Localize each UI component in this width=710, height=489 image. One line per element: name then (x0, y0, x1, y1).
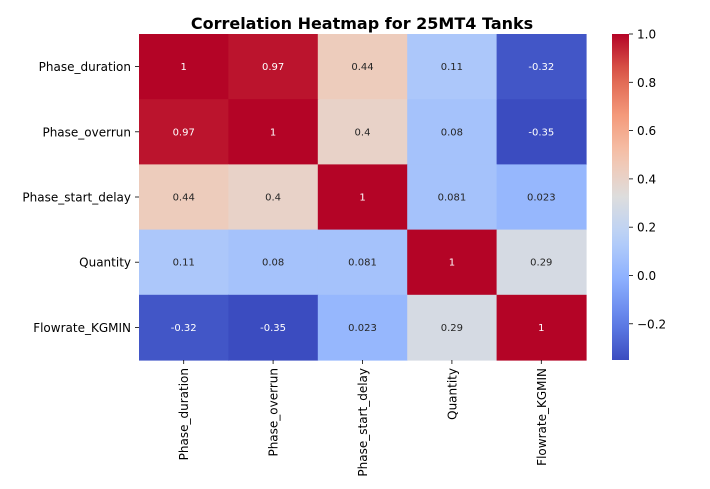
heatmap-cell (228, 229, 319, 296)
cell-annotation: 0.29 (441, 323, 463, 334)
heatmap-cell (496, 229, 587, 296)
cell-annotation: 0.11 (173, 258, 195, 269)
column-label: Phase_overrun (267, 368, 281, 457)
column-label: Phase_start_delay (356, 368, 370, 477)
column-label: Quantity (445, 368, 459, 420)
column-label: Phase_duration (177, 368, 191, 460)
cell-annotation: 0.023 (527, 193, 556, 204)
cell-annotation: 1 (181, 62, 187, 73)
cell-annotation: 0.081 (438, 193, 467, 204)
row-labels: Phase_duration Phase_overrun Phase_start_d… (22, 60, 139, 335)
cell-annotation: 0.08 (441, 127, 463, 138)
heatmap-cell (228, 34, 319, 100)
cell-annotation: 1 (538, 323, 544, 334)
colorbar-tick-label: 1.0 (637, 28, 656, 42)
heatmap-cell (139, 294, 229, 361)
heatmap-cell (317, 34, 408, 100)
colorbar-tick-label: 0.6 (637, 124, 656, 138)
cell-annotation: -0.32 (171, 323, 197, 334)
chart-title: Correlation Heatmap for 25MT4 Tanks (191, 14, 533, 33)
cell-annotation: 1 (449, 258, 455, 269)
cell-annotation: 0.11 (441, 62, 463, 73)
row-label: Phase_overrun (42, 125, 131, 139)
heatmap-cell (228, 294, 319, 361)
heatmap-cell (317, 229, 408, 296)
cell-annotation: 1 (270, 127, 276, 138)
cell-annotation: 0.4 (355, 127, 371, 138)
colorbar-tick-label: 0.4 (637, 172, 656, 186)
heatmap-cell (407, 294, 498, 361)
cell-annotation: 1 (359, 193, 365, 204)
heatmap-cell (496, 164, 587, 231)
heatmap-cell (407, 164, 498, 231)
colorbar-tick-label: 0.0 (637, 269, 656, 283)
cell-annotation: -0.35 (528, 127, 554, 138)
cell-annotation: 0.44 (173, 193, 195, 204)
heatmap-cell (139, 34, 229, 100)
heatmap-cell (407, 34, 498, 100)
cell-annotation: 0.29 (530, 258, 552, 269)
heatmap-cell (317, 164, 408, 231)
cell-annotation: 0.08 (262, 258, 284, 269)
heatmap-cell (228, 164, 319, 231)
heatmap-cell (407, 229, 498, 296)
cell-annotation: -0.32 (528, 62, 554, 73)
column-label: Flowrate_KGMIN (535, 368, 549, 466)
heatmap-cell (139, 164, 229, 231)
row-label: Flowrate_KGMIN (33, 321, 131, 335)
colorbar-gradient (612, 34, 629, 360)
cell-annotation: 0.97 (262, 62, 284, 73)
cell-annotation: 0.023 (348, 323, 377, 334)
colorbar-tick-label: −0.2 (637, 317, 666, 331)
row-label: Phase_duration (39, 60, 131, 74)
colorbar-tick-label: 0.2 (637, 221, 656, 235)
cell-annotation: 0.44 (351, 62, 373, 73)
heatmap-cell (317, 294, 408, 361)
row-label: Phase_start_delay (22, 191, 131, 205)
colorbar: 1.0 0.8 0.6 0.4 0.2 0.0 −0.2 (612, 28, 666, 360)
row-label: Quantity (79, 256, 131, 270)
colorbar-tick-label: 0.8 (637, 76, 656, 90)
cell-annotation: 0.4 (265, 193, 281, 204)
column-labels: Phase_duration Phase_overrun Phase_start_d… (177, 360, 549, 477)
heatmap-cell (317, 99, 408, 165)
heatmap-cell (139, 99, 229, 165)
heatmap-cell (228, 99, 319, 165)
cell-annotation: 0.97 (173, 127, 195, 138)
cell-annotation: 0.081 (348, 258, 377, 269)
heatmap-cell (496, 99, 587, 165)
heatmap-cells: 1 0.97 0.44 0.11 -0.32 0.97 1 0.4 0.08 -0.35 0.44 0… (139, 34, 587, 361)
heatmap-cell (407, 99, 498, 165)
heatmap-cell (139, 229, 229, 296)
heatmap-cell (496, 34, 587, 100)
heatmap-cell (496, 294, 587, 361)
cell-annotation: -0.35 (260, 323, 286, 334)
